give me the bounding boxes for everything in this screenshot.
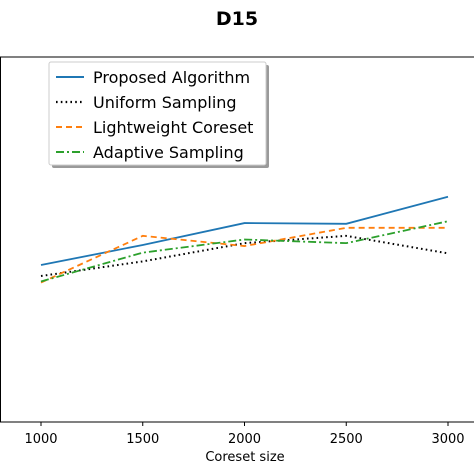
- x-tick-label: 1000: [24, 432, 57, 447]
- series-line-adaptive-sampling: [40, 220, 449, 283]
- legend-label: Proposed Algorithm: [93, 68, 250, 87]
- legend-box: [48, 61, 267, 166]
- x-tick-label: 3000: [431, 432, 464, 447]
- legend-label: Lightweight Coreset: [93, 118, 253, 137]
- x-axis-label: Coreset size: [205, 450, 284, 465]
- series-line-lightweight-coreset: [40, 226, 448, 284]
- legend-label: Uniform Sampling: [93, 93, 237, 112]
- series-line-proposed-algorithm: [40, 195, 449, 266]
- x-tick-label: 2500: [330, 432, 363, 447]
- chart-title: D15: [216, 8, 258, 30]
- series-lines: [40, 195, 449, 284]
- series-line-uniform-sampling: [40, 234, 449, 277]
- x-tick-label: 2000: [228, 432, 261, 447]
- x-tick-label: 1500: [126, 432, 159, 447]
- x-ticks: 1000 1500 2000 2500 3000: [24, 422, 465, 447]
- legend: Proposed Algorithm Uniform Sampling Lightw…: [48, 61, 269, 168]
- legend-label: Adaptive Sampling: [93, 143, 244, 162]
